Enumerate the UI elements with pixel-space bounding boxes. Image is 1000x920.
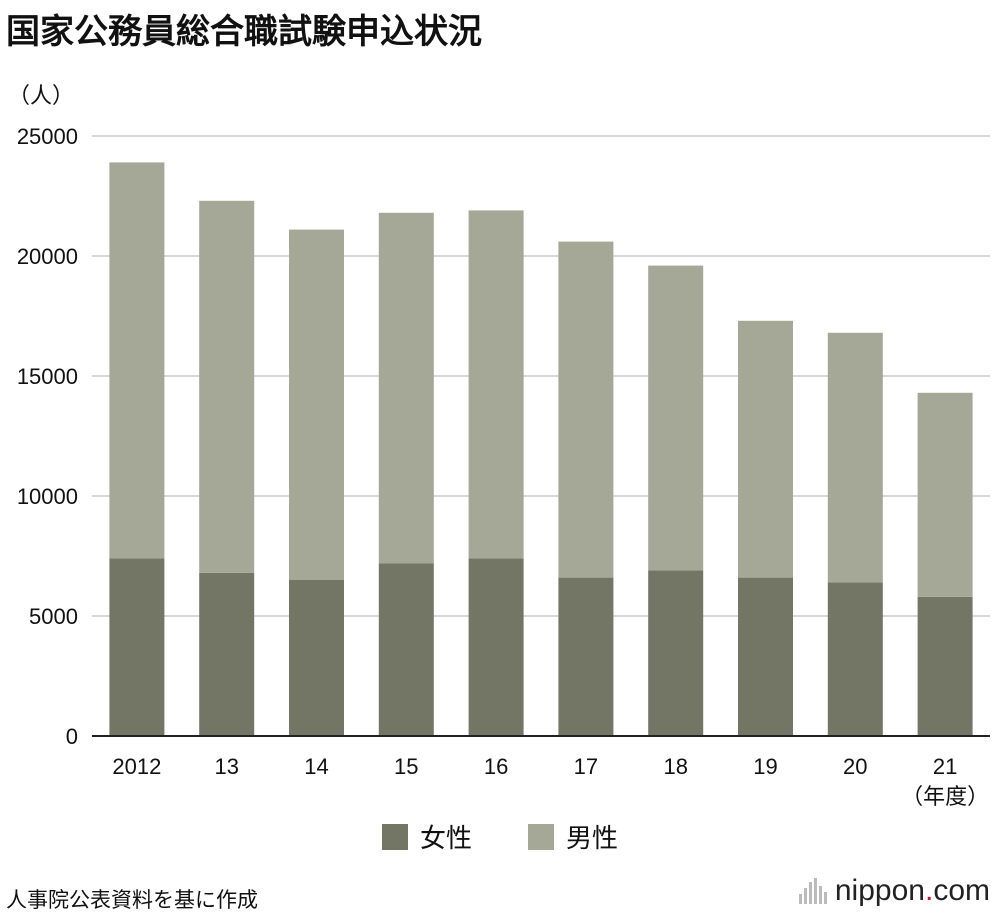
x-tick-label: 16 <box>484 754 508 779</box>
bar-male-15 <box>378 212 434 564</box>
bar-female-19 <box>738 577 793 736</box>
bar-male-21 <box>917 392 973 597</box>
x-tick-label: 18 <box>663 754 687 779</box>
x-tick-label: 19 <box>753 754 777 779</box>
y-tick-labels: 0 5000 10000 15000 20000 25000 <box>17 124 78 749</box>
bar-male-20 <box>827 332 883 583</box>
x-tick-label: 17 <box>574 754 598 779</box>
x-tick-label: 21 <box>933 754 957 779</box>
brand-name: nippon <box>834 874 925 907</box>
y-tick-label: 10000 <box>17 484 78 509</box>
legend-label-female: 女性 <box>419 824 472 854</box>
bars <box>109 162 973 736</box>
brand-dot: . <box>924 874 934 907</box>
brand-bars-icon <box>798 878 827 904</box>
bar-female-21 <box>917 596 973 736</box>
y-tick-label: 20000 <box>17 244 78 269</box>
bar-male-16 <box>468 210 524 559</box>
x-tick-label: 13 <box>214 754 238 779</box>
y-tick-label: 5000 <box>29 604 78 629</box>
source-note: 人事院公表資料を基に作成 <box>6 888 258 912</box>
bar-female-17 <box>558 577 614 736</box>
x-tick-label: 2012 <box>112 754 161 779</box>
bar-female-14 <box>289 580 344 736</box>
legend-label-male: 男性 <box>566 824 619 854</box>
legend-swatch-male <box>528 823 554 850</box>
legend-item-male: 男性 <box>528 818 618 855</box>
chart-title: 国家公務員総合職試験申込状況 <box>6 12 482 52</box>
bar-female-13 <box>199 572 255 736</box>
bar-female-20 <box>827 582 883 736</box>
x-tick-label: 20 <box>843 754 867 779</box>
bar-male-19 <box>738 320 793 578</box>
y-tick-label: 15000 <box>17 364 78 389</box>
legend-item-female: 女性 <box>381 818 472 855</box>
y-tick-label: 25000 <box>17 124 78 149</box>
bar-female-15 <box>378 563 434 736</box>
legend-swatch-female <box>381 823 408 850</box>
bar-male-18 <box>648 265 704 571</box>
brand-logo: nippon.com <box>798 874 990 908</box>
x-tick-label: 14 <box>304 754 328 779</box>
bar-male-17 <box>558 241 614 578</box>
y-unit-label: （人） <box>8 84 75 109</box>
bar-female-18 <box>648 570 704 736</box>
bar-male-14 <box>289 229 344 580</box>
x-tick-label: 15 <box>394 754 418 779</box>
bar-female-2012 <box>109 558 165 736</box>
x-unit-label: （年度） <box>901 785 989 810</box>
bar-male-2012 <box>109 162 165 559</box>
x-tick-labels: 2012 13 14 15 16 17 18 19 20 21 <box>112 754 957 779</box>
bar-female-16 <box>468 558 524 736</box>
y-tick-label: 0 <box>66 724 78 749</box>
brand-suffix: com <box>933 874 990 907</box>
bar-male-13 <box>199 200 255 573</box>
legend: 女性 男性 <box>0 818 1000 855</box>
